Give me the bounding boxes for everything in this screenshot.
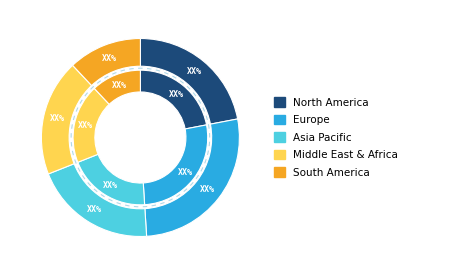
Text: XX%: XX%: [78, 121, 93, 130]
Wedge shape: [41, 65, 92, 174]
Wedge shape: [143, 125, 208, 205]
Text: XX%: XX%: [87, 205, 102, 214]
Legend: North America, Europe, Asia Pacific, Middle East & Africa, South America: North America, Europe, Asia Pacific, Mid…: [274, 97, 398, 178]
Wedge shape: [140, 39, 238, 124]
Wedge shape: [73, 39, 140, 86]
Text: XX%: XX%: [50, 114, 65, 123]
Text: XX%: XX%: [169, 90, 184, 98]
Text: XX%: XX%: [102, 54, 117, 63]
Text: XX%: XX%: [102, 181, 117, 190]
Wedge shape: [73, 89, 109, 162]
Wedge shape: [95, 70, 140, 104]
Wedge shape: [145, 119, 240, 236]
Wedge shape: [140, 70, 206, 129]
Wedge shape: [48, 164, 146, 236]
Text: XX%: XX%: [112, 81, 127, 90]
Text: XX%: XX%: [177, 167, 192, 177]
Wedge shape: [78, 154, 145, 205]
Text: XX%: XX%: [200, 185, 215, 194]
Text: XX%: XX%: [187, 67, 202, 76]
